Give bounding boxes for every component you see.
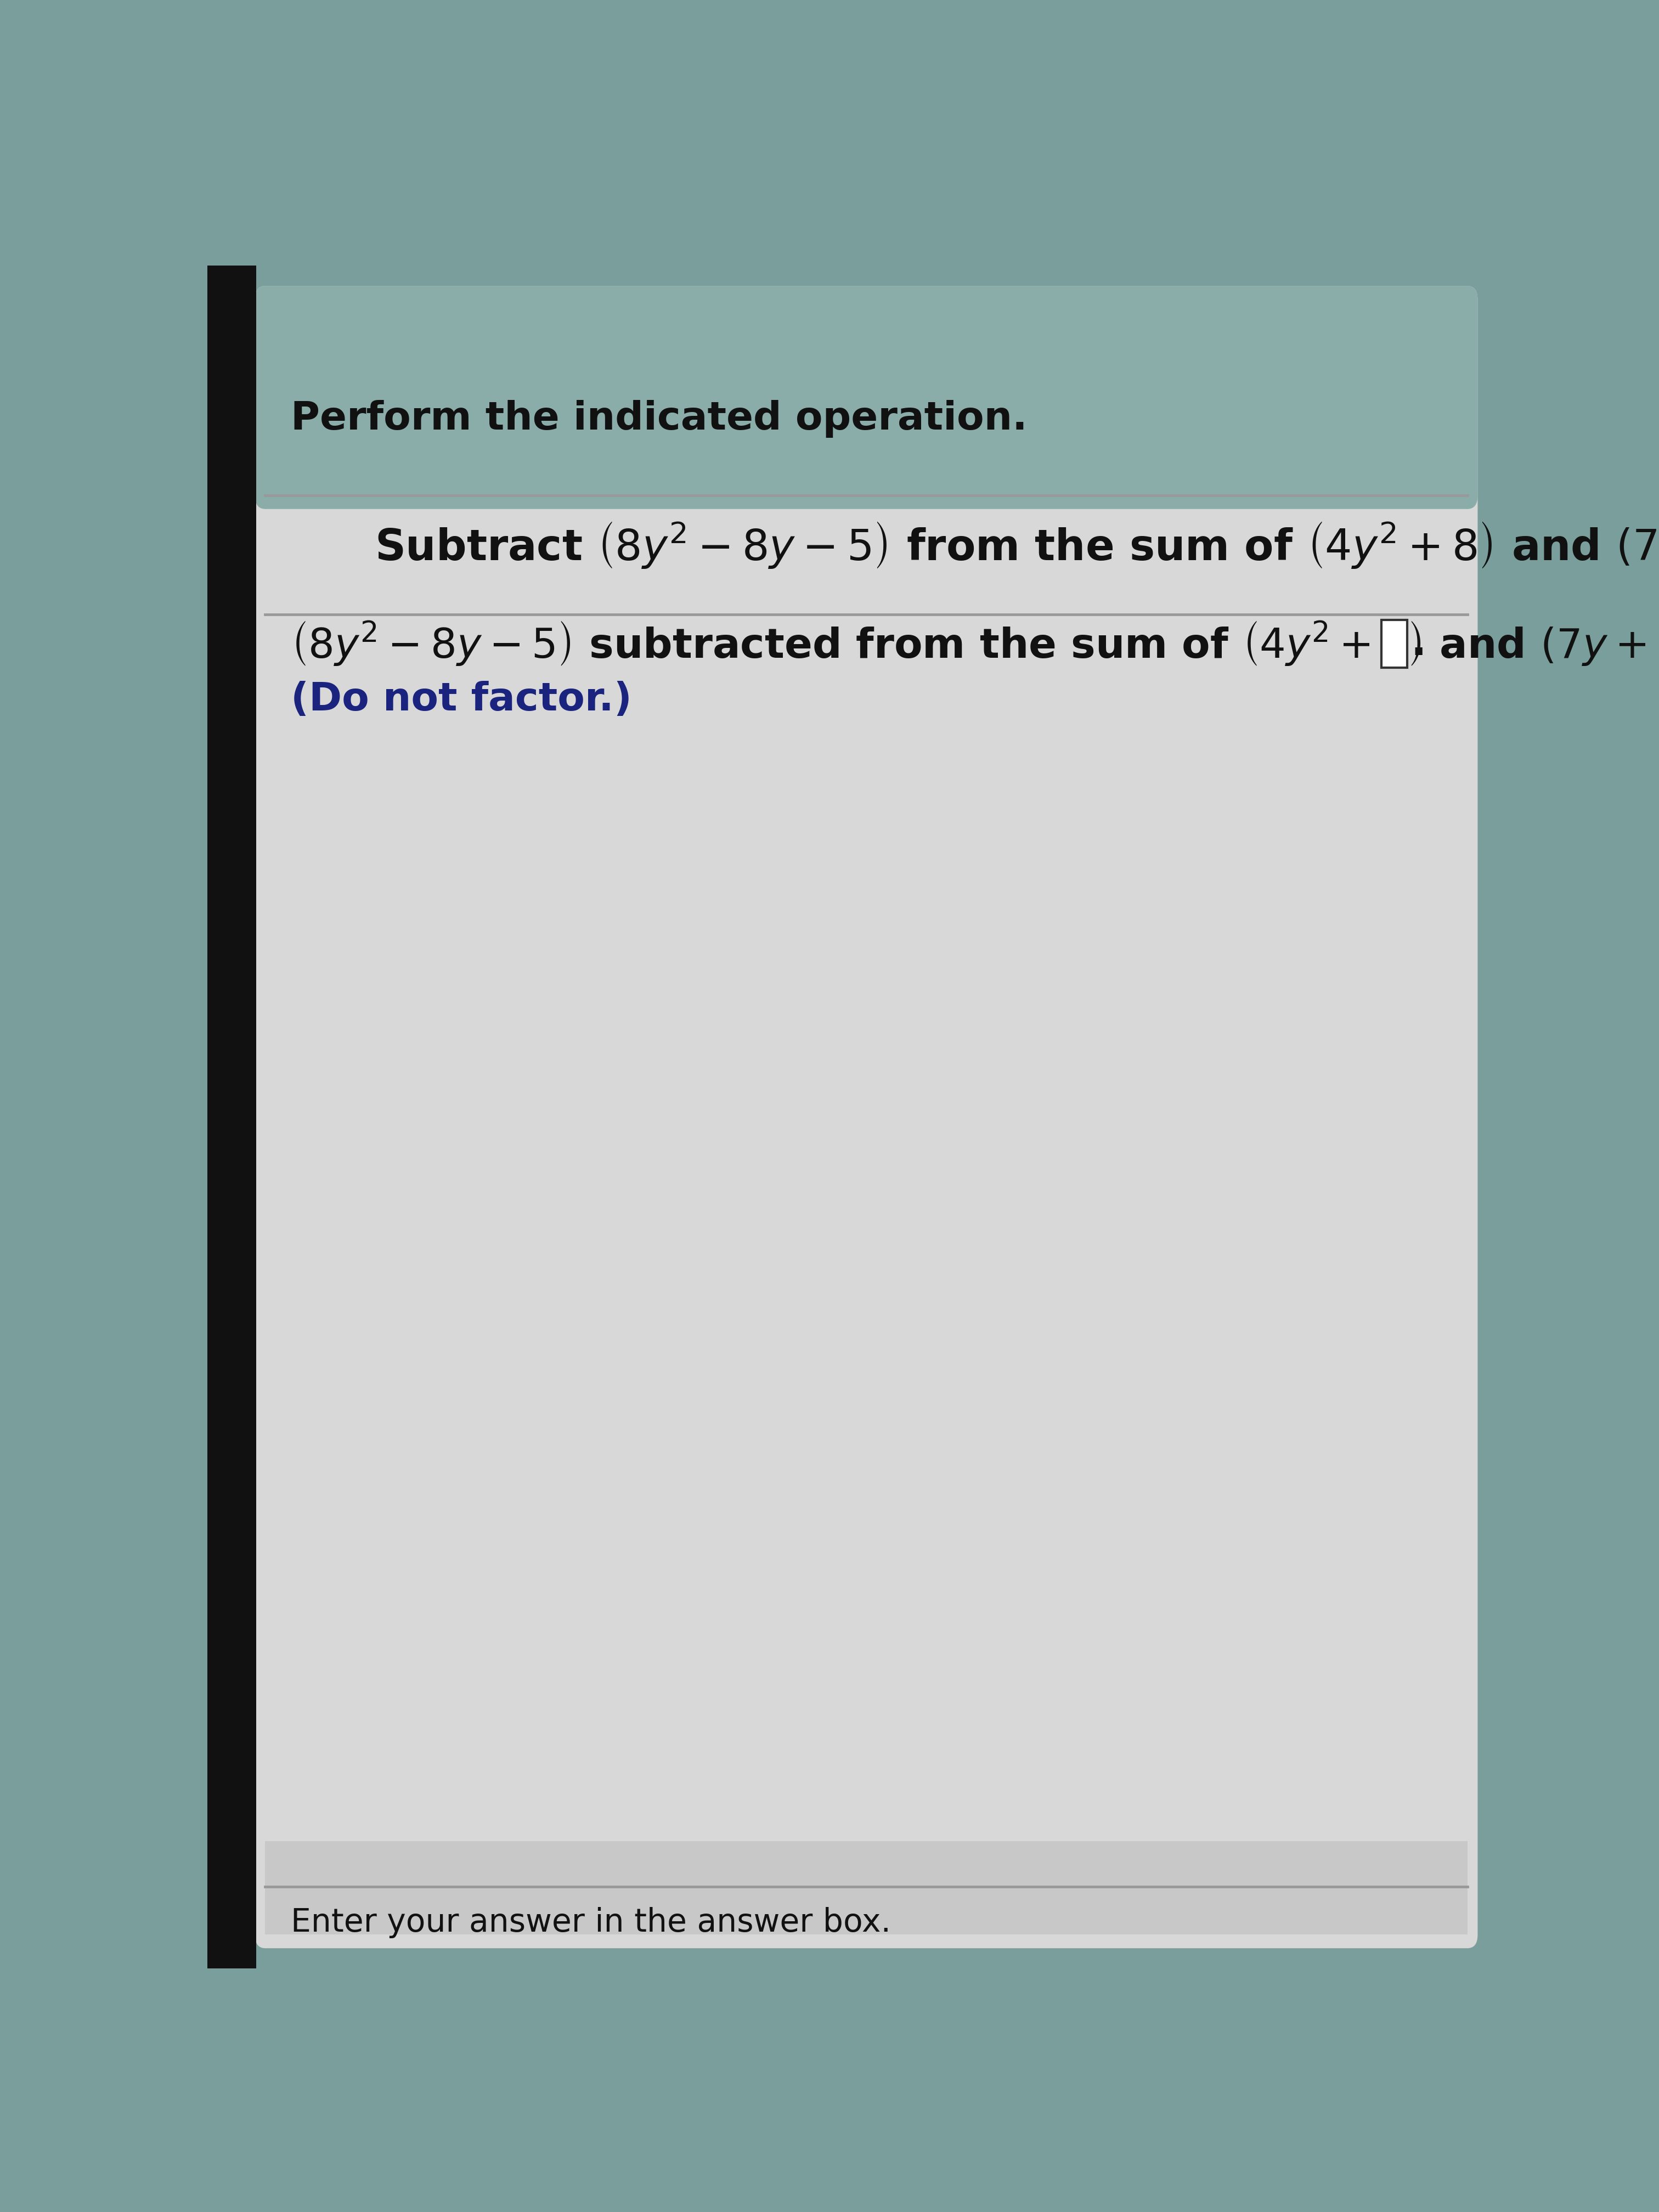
FancyBboxPatch shape [255,285,1478,1949]
Text: .: . [1410,624,1427,664]
Text: Subtract $\left(8y^2-8y-5\right)$ from the sum of $\left(4y^2+8\right)$ and $\le: Subtract $\left(8y^2-8y-5\right)$ from t… [375,520,1659,571]
Text: (Do not factor.): (Do not factor.) [290,681,632,719]
FancyBboxPatch shape [255,285,1478,509]
Text: Enter your answer in the answer box.: Enter your answer in the answer box. [290,1907,891,1938]
Bar [207,265,255,1969]
Text: Perform the indicated operation.: Perform the indicated operation. [290,400,1027,438]
Bar [265,1840,1467,1936]
Bar [1382,619,1407,668]
Text: $\left(8y^2-8y-5\right)$ subtracted from the sum of $\left(4y^2+8\right)$ and $\: $\left(8y^2-8y-5\right)$ subtracted from… [290,619,1659,668]
